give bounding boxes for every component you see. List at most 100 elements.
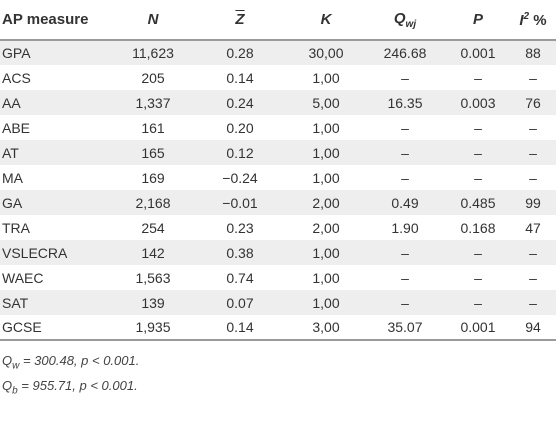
cell-k: 5,00: [288, 90, 364, 115]
header-qwj: Qwj: [364, 0, 446, 41]
cell-p: 0.001: [446, 40, 510, 65]
table-row: AA 1,337 0.24 5,00 16.35 0.003 76: [0, 90, 556, 115]
cell-qwj: 246.68: [364, 40, 446, 65]
cell-i2: 94: [510, 315, 556, 341]
cell-i2: –: [510, 165, 556, 190]
qwj-symbol: Q: [393, 9, 406, 27]
cell-k: 3,00: [288, 315, 364, 341]
cell-z-bar: 0.23: [192, 215, 288, 240]
cell-i2: –: [510, 290, 556, 315]
cell-z-bar: 0.12: [192, 140, 288, 165]
cell-p: –: [446, 240, 510, 265]
cell-i2: –: [510, 115, 556, 140]
cell-n: 205: [114, 65, 192, 90]
cell-i2: –: [510, 265, 556, 290]
qw-symbol: Q: [2, 353, 13, 368]
z-bar-symbol: Z: [235, 11, 245, 28]
table-row: GPA 11,623 0.28 30,00 246.68 0.001 88: [0, 40, 556, 65]
cell-ap-measure: ACS: [0, 65, 114, 90]
cell-ap-measure: GCSE: [0, 315, 114, 341]
i2-symbol: I: [519, 11, 524, 29]
cell-qwj: 1.90: [364, 215, 446, 240]
cell-ap-measure: MA: [0, 165, 114, 190]
qwj-subscript: wj: [405, 18, 417, 30]
table-row: WAEC 1,563 0.74 1,00– – –: [0, 265, 556, 290]
cell-qwj: –: [364, 290, 446, 315]
cell-qwj: –: [364, 265, 446, 290]
cell-p: –: [446, 65, 510, 90]
header-z-bar: Z: [192, 0, 288, 41]
cell-qwj: –: [364, 115, 446, 140]
table-row: ABE 161 0.20 1,00– – –: [0, 115, 556, 140]
header-ap-measure: AP measure: [0, 0, 114, 41]
cell-qwj: 16.35: [364, 90, 446, 115]
cell-ap-measure: GPA: [0, 40, 114, 65]
cell-qwj: 0.49: [364, 190, 446, 215]
footnote-qw: Qw = 300.48, p < 0.001.: [2, 351, 556, 376]
cell-n: 2,168: [114, 190, 192, 215]
cell-i2: 76: [510, 90, 556, 115]
cell-ap-measure: TRA: [0, 215, 114, 240]
qb-subscript: b: [12, 385, 18, 397]
table-row: ACS 205 0.14 1,00– – –: [0, 65, 556, 90]
cell-ap-measure: SAT: [0, 290, 114, 315]
cell-p: 0.485: [446, 190, 510, 215]
cell-z-bar: 0.20: [192, 115, 288, 140]
cell-ap-measure: VSLECRA: [0, 240, 114, 265]
cell-z-bar: 0.38: [192, 240, 288, 265]
cell-n: 169: [114, 165, 192, 190]
cell-n: 1,935: [114, 315, 192, 341]
cell-ap-measure: WAEC: [0, 265, 114, 290]
cell-n: 161: [114, 115, 192, 140]
cell-i2: 88: [510, 40, 556, 65]
cell-qwj: –: [364, 240, 446, 265]
qw-subscript: w: [12, 360, 20, 372]
cell-i2: 99: [510, 190, 556, 215]
i2-percent-suffix: %: [529, 11, 547, 29]
i2-superscript: 2: [523, 10, 530, 22]
header-k: K: [288, 0, 364, 41]
table-footnotes: Qw = 300.48, p < 0.001. Qb = 955.71, p <…: [0, 341, 556, 400]
table-row: TRA 254 0.23 2,00 1.90 0.168 47: [0, 215, 556, 240]
table-row: GCSE 1,935 0.14 3,00 35.07 0.001 94: [0, 315, 556, 341]
cell-k: 2,00: [288, 190, 364, 215]
qb-text: = 955.71, p < 0.001.: [17, 377, 138, 393]
header-p: P: [446, 0, 510, 41]
cell-p: –: [446, 140, 510, 165]
cell-qwj: 35.07: [364, 315, 446, 341]
cell-n: 142: [114, 240, 192, 265]
qb-symbol: Q: [2, 377, 13, 393]
cell-i2: –: [510, 65, 556, 90]
cell-p: –: [446, 165, 510, 190]
cell-k: 2,00: [288, 215, 364, 240]
qw-text: = 300.48, p < 0.001.: [19, 353, 140, 368]
cell-z-bar: 0.28: [192, 40, 288, 65]
table-body: GPA 11,623 0.28 30,00 246.68 0.001 88 ACS 205 0.1…: [0, 40, 556, 341]
cell-i2: 47: [510, 215, 556, 240]
cell-p: –: [446, 115, 510, 140]
table-row: VSLECRA 142 0.38 1,00– – –: [0, 240, 556, 265]
cell-n: 11,623: [114, 40, 192, 65]
cell-p: –: [446, 265, 510, 290]
cell-qwj: –: [364, 165, 446, 190]
cell-p: 0.003: [446, 90, 510, 115]
cell-z-bar: 0.24: [192, 90, 288, 115]
table-header: AP measure N Z K Qwj P I2 %: [0, 0, 556, 41]
cell-n: 139: [114, 290, 192, 315]
cell-ap-measure: AA: [0, 90, 114, 115]
table-row: AT 165 0.12 1,00– – –: [0, 140, 556, 165]
cell-n: 1,337: [114, 90, 192, 115]
table-row: MA 169 −0.24 1,00– – –: [0, 165, 556, 190]
cell-n: 165: [114, 140, 192, 165]
cell-qwj: –: [364, 140, 446, 165]
cell-qwj: –: [364, 65, 446, 90]
cell-k: 30,00: [288, 40, 364, 65]
cell-z-bar: 0.74: [192, 265, 288, 290]
results-table-container: AP measure N Z K Qwj P I2 % GPA 11,623 0.2…: [0, 0, 556, 400]
cell-k: 1,00: [288, 140, 364, 165]
cell-p: 0.001: [446, 315, 510, 341]
cell-z-bar: −0.01: [192, 190, 288, 215]
cell-ap-measure: ABE: [0, 115, 114, 140]
cell-k: 1,00: [288, 65, 364, 90]
header-n: N: [114, 0, 192, 41]
